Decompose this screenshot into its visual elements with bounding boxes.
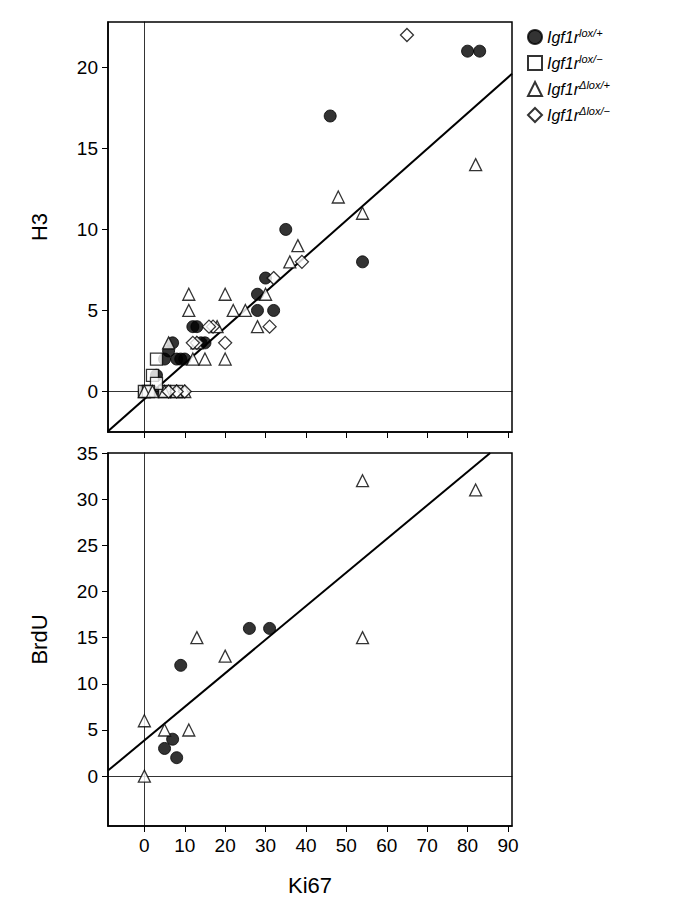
svg-text:lox/−: lox/−: [579, 53, 603, 65]
svg-text:0: 0: [139, 835, 150, 856]
svg-text:60: 60: [376, 835, 397, 856]
svg-text:70: 70: [417, 835, 438, 856]
svg-text:30: 30: [77, 489, 98, 510]
svg-text:10: 10: [77, 673, 98, 694]
svg-text:20: 20: [77, 581, 98, 602]
svg-text:Δlox/−: Δlox/−: [578, 105, 610, 117]
svg-text:40: 40: [295, 835, 316, 856]
svg-text:90: 90: [497, 835, 518, 856]
svg-text:15: 15: [77, 138, 98, 159]
svg-text:Ki67: Ki67: [288, 873, 332, 898]
svg-text:80: 80: [457, 835, 478, 856]
svg-text:10: 10: [174, 835, 195, 856]
svg-text:35: 35: [77, 443, 98, 464]
svg-text:H3: H3: [27, 213, 52, 241]
svg-text:50: 50: [336, 835, 357, 856]
svg-text:20: 20: [77, 57, 98, 78]
svg-text:25: 25: [77, 535, 98, 556]
svg-text:0: 0: [87, 381, 98, 402]
svg-text:0: 0: [87, 766, 98, 787]
svg-text:Igf1r: Igf1r: [547, 29, 580, 46]
svg-text:Igf1r: Igf1r: [547, 107, 580, 124]
svg-text:10: 10: [77, 219, 98, 240]
svg-text:lox/+: lox/+: [579, 27, 603, 39]
svg-text:30: 30: [255, 835, 276, 856]
svg-text:Igf1r: Igf1r: [547, 81, 580, 98]
svg-text:Δlox/+: Δlox/+: [578, 79, 610, 91]
svg-text:5: 5: [87, 719, 98, 740]
svg-text:BrdU: BrdU: [27, 614, 52, 664]
svg-text:20: 20: [215, 835, 236, 856]
svg-text:Igf1r: Igf1r: [547, 55, 580, 72]
svg-text:15: 15: [77, 627, 98, 648]
svg-text:5: 5: [87, 300, 98, 321]
